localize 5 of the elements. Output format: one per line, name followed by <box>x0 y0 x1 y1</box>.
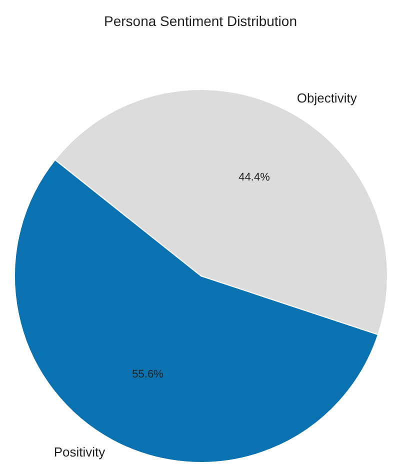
chart-title: Persona Sentiment Distribution <box>104 12 297 29</box>
slice-label: Positivity <box>54 444 106 460</box>
data-label: 55.6% <box>132 368 164 380</box>
slice-label: Objectivity <box>296 90 358 106</box>
data-label: 44.4% <box>238 172 270 184</box>
